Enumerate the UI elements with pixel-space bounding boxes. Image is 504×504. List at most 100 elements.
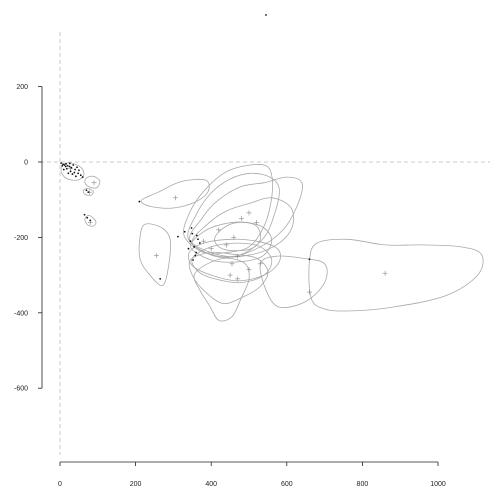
data-point xyxy=(83,213,86,216)
centroid-marker xyxy=(91,180,97,186)
y-tick-label: -200 xyxy=(14,235,28,242)
x-tick-label: 1000 xyxy=(430,481,446,488)
data-point xyxy=(65,167,68,170)
centroid-marker xyxy=(201,238,207,244)
data-point xyxy=(187,247,190,250)
density-contour xyxy=(140,178,210,209)
data-point xyxy=(74,168,77,171)
centroid-marker xyxy=(235,276,241,282)
data-point xyxy=(74,175,77,178)
data-point xyxy=(193,245,196,248)
x-ticks: 0 200 400 600 800 1000 xyxy=(58,462,446,488)
data-point xyxy=(79,174,82,177)
density-contour xyxy=(193,257,250,322)
density-contour xyxy=(189,221,273,263)
centroid-marker xyxy=(246,210,252,216)
y-ticks: 200 0 -200 -400 -600 xyxy=(14,84,42,393)
centroid-layer xyxy=(68,166,388,295)
density-contour xyxy=(187,172,280,259)
data-point xyxy=(76,166,78,169)
x-tick-label: 0 xyxy=(58,481,62,488)
centroid-marker xyxy=(216,227,222,233)
data-point xyxy=(69,170,72,173)
data-point xyxy=(89,219,92,222)
data-point xyxy=(68,165,71,168)
data-point xyxy=(71,173,74,175)
data-point xyxy=(183,230,186,233)
data-point xyxy=(61,164,64,167)
data-point xyxy=(73,171,76,174)
data-point xyxy=(72,164,75,166)
data-point xyxy=(308,258,311,261)
data-point xyxy=(138,200,141,203)
data-point xyxy=(66,164,69,167)
centroid-marker xyxy=(153,252,159,258)
centroid-marker xyxy=(223,242,229,248)
data-point xyxy=(189,240,192,243)
data-point xyxy=(81,176,84,178)
data-point xyxy=(159,277,162,280)
centroid-marker xyxy=(238,216,244,222)
x-tick-label: 200 xyxy=(130,481,142,488)
data-point xyxy=(65,162,67,165)
reference-lines xyxy=(40,32,490,455)
centroid-marker xyxy=(306,289,312,295)
density-contour xyxy=(138,223,171,287)
density-contour xyxy=(191,242,273,284)
data-point xyxy=(195,234,198,237)
y-tick-label: -400 xyxy=(14,310,28,317)
density-contour xyxy=(183,164,273,255)
data-point xyxy=(60,162,63,165)
density-contour xyxy=(191,197,295,258)
centroid-marker xyxy=(172,195,178,201)
data-point xyxy=(70,166,73,169)
data-point xyxy=(190,227,193,229)
data-point xyxy=(67,172,70,175)
density-contour xyxy=(188,238,281,282)
centroid-marker xyxy=(229,261,235,267)
centroid-marker xyxy=(254,219,260,225)
x-tick-label: 800 xyxy=(357,481,369,488)
centroid-marker xyxy=(382,270,388,276)
point-layer xyxy=(60,162,311,280)
data-point xyxy=(63,164,66,166)
x-tick-label: 400 xyxy=(205,481,217,488)
data-point xyxy=(85,189,88,192)
centroid-marker xyxy=(208,246,214,252)
data-point xyxy=(87,191,90,194)
data-point xyxy=(177,235,179,238)
data-point xyxy=(77,172,80,175)
data-point xyxy=(198,242,201,244)
density-contour xyxy=(308,238,484,312)
data-point xyxy=(195,251,197,254)
data-point xyxy=(62,163,64,166)
data-point xyxy=(194,254,197,257)
data-point xyxy=(197,238,199,241)
data-point xyxy=(68,162,71,165)
data-point xyxy=(192,259,194,261)
data-point xyxy=(78,169,80,172)
density-contour xyxy=(259,255,328,309)
density-contour xyxy=(84,175,101,189)
density-contour xyxy=(214,221,261,252)
data-point xyxy=(86,216,89,219)
y-tick-label: -600 xyxy=(14,386,28,393)
data-point xyxy=(191,232,194,235)
density-contour xyxy=(82,187,94,196)
centroid-marker xyxy=(246,266,252,272)
centroid-marker xyxy=(257,261,263,267)
density-contour xyxy=(188,251,269,305)
y-tick-label: 0 xyxy=(24,160,28,167)
axes xyxy=(41,86,438,463)
centroid-marker xyxy=(231,234,237,240)
stray-dot xyxy=(265,14,267,16)
contour-layer xyxy=(60,162,484,322)
centroid-marker xyxy=(68,166,74,172)
centroid-marker xyxy=(235,253,241,259)
density-contour xyxy=(84,215,97,227)
data-point xyxy=(62,168,65,171)
density-contour xyxy=(189,176,303,257)
data-point xyxy=(64,165,67,168)
centroid-marker xyxy=(227,272,233,278)
